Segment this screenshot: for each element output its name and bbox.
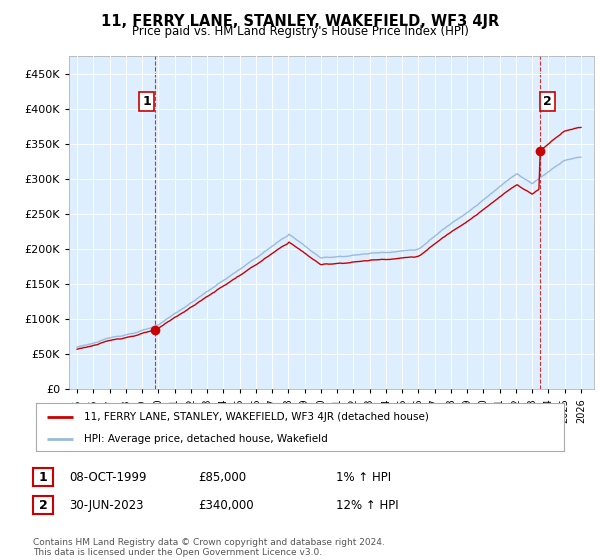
Text: £340,000: £340,000 xyxy=(198,498,254,512)
Text: 30-JUN-2023: 30-JUN-2023 xyxy=(69,498,143,512)
Text: 08-OCT-1999: 08-OCT-1999 xyxy=(69,470,146,484)
Text: 1% ↑ HPI: 1% ↑ HPI xyxy=(336,470,391,484)
Text: 2: 2 xyxy=(38,498,47,512)
Text: 1: 1 xyxy=(142,95,151,108)
Text: Contains HM Land Registry data © Crown copyright and database right 2024.
This d: Contains HM Land Registry data © Crown c… xyxy=(33,538,385,557)
Text: 12% ↑ HPI: 12% ↑ HPI xyxy=(336,498,398,512)
Text: HPI: Average price, detached house, Wakefield: HPI: Average price, detached house, Wake… xyxy=(83,434,327,444)
Text: 11, FERRY LANE, STANLEY, WAKEFIELD, WF3 4JR (detached house): 11, FERRY LANE, STANLEY, WAKEFIELD, WF3 … xyxy=(83,412,428,422)
Text: 11, FERRY LANE, STANLEY, WAKEFIELD, WF3 4JR: 11, FERRY LANE, STANLEY, WAKEFIELD, WF3 … xyxy=(101,14,499,29)
Text: Price paid vs. HM Land Registry's House Price Index (HPI): Price paid vs. HM Land Registry's House … xyxy=(131,25,469,38)
Text: 1: 1 xyxy=(38,470,47,484)
Text: £85,000: £85,000 xyxy=(198,470,246,484)
Text: 2: 2 xyxy=(544,95,552,108)
